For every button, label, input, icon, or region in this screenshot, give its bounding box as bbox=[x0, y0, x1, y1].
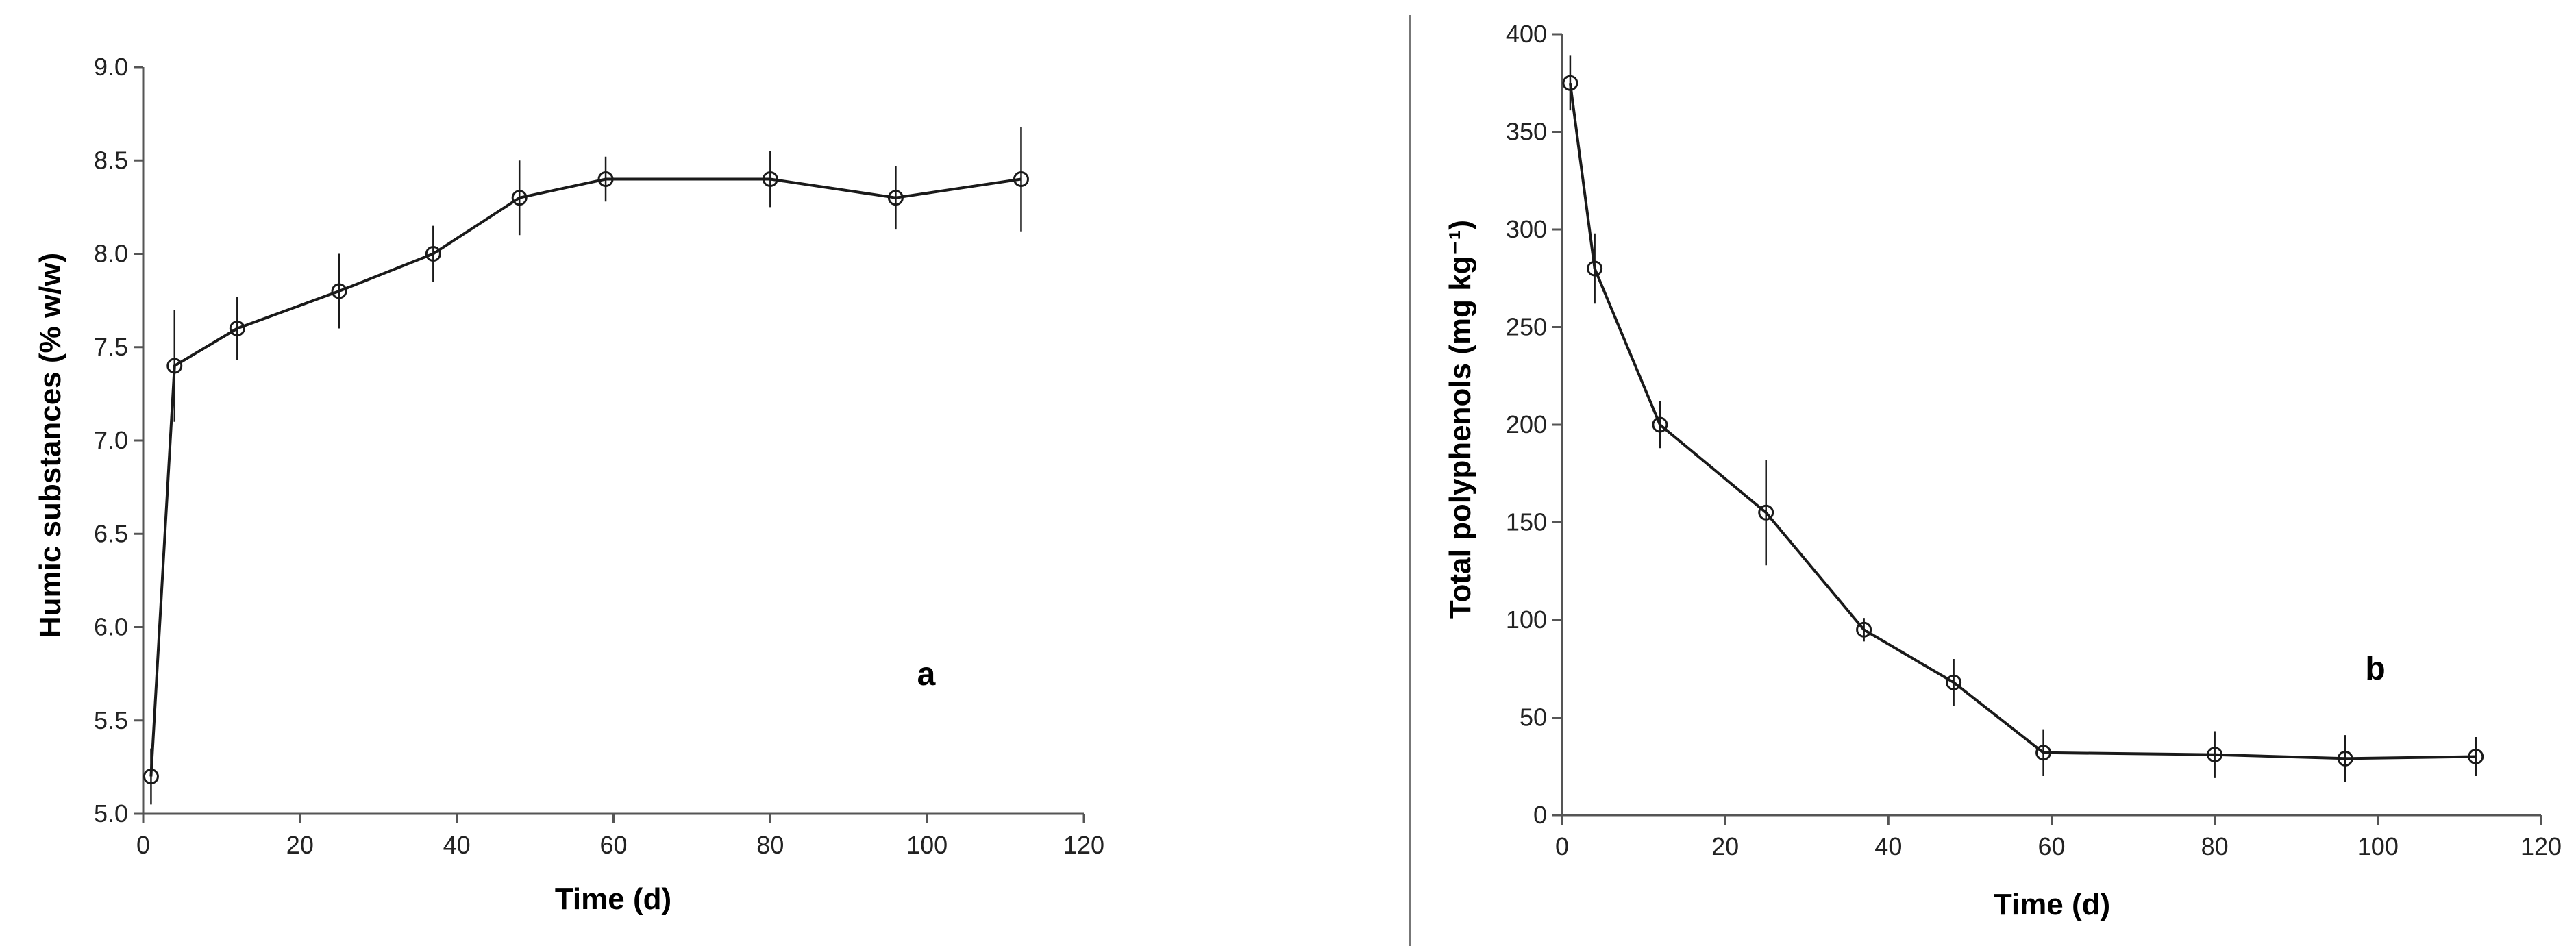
chart-b-x-tick-label: 100 bbox=[2357, 832, 2399, 860]
chart-a-y-tick-label: 8.0 bbox=[94, 240, 128, 268]
chart-a-series-line bbox=[149, 177, 1021, 777]
chart-a-data-point bbox=[1013, 171, 1029, 187]
chart-b-y-tick-label: 50 bbox=[1520, 704, 1547, 732]
chart-b-y-tick-label: 0 bbox=[1533, 801, 1547, 829]
chart-a-y-tick-label: 7.0 bbox=[94, 426, 128, 454]
chart-b-y-tick-label: 300 bbox=[1506, 215, 1547, 243]
chart-b-y-tick-label: 250 bbox=[1506, 313, 1547, 341]
chart-a-x-tick-label: 20 bbox=[286, 831, 314, 859]
chart-a-x-tick-label: 40 bbox=[443, 831, 471, 859]
chart-b-x-tick-label: 80 bbox=[2201, 832, 2229, 860]
chart-b-x-ticks: 0 20 40 60 80 100 120 bbox=[1555, 815, 2562, 860]
chart-b-data-point bbox=[1856, 621, 1872, 638]
chart-b-y-tick-label: 200 bbox=[1506, 410, 1547, 438]
chart-a-data-points bbox=[143, 171, 1029, 784]
chart-b-data-point bbox=[1758, 504, 1774, 521]
chart-a-y-axis-title: Humic substances (% w/w) bbox=[34, 253, 67, 638]
chart-a-data-point bbox=[887, 190, 904, 206]
chart-a-y-tick-label: 7.5 bbox=[94, 333, 128, 361]
chart-a-x-tick-label: 60 bbox=[599, 831, 627, 859]
chart-panel-a: 5.0 5.5 6.0 6.5 7.0 7.5 8.0 8.5 9.0 0 20 40 60 80 100… bbox=[34, 53, 1104, 916]
chart-b-x-tick-label: 60 bbox=[2038, 832, 2065, 860]
chart-b-y-tick-label: 350 bbox=[1506, 118, 1547, 146]
chart-a-x-ticks: 0 20 40 60 80 100 120 bbox=[136, 814, 1104, 859]
chart-a-data-point bbox=[511, 190, 528, 206]
chart-b-data-point bbox=[2337, 750, 2353, 767]
chart-b-x-axis-title: Time (d) bbox=[1994, 888, 2110, 921]
chart-b-data-point bbox=[1587, 260, 1603, 277]
chart-a-data-point bbox=[229, 321, 245, 336]
chart-b-y-tick-label: 150 bbox=[1506, 508, 1547, 536]
chart-a-x-axis-title: Time (d) bbox=[555, 882, 671, 916]
chart-a-y-tick-label: 5.0 bbox=[94, 799, 128, 827]
chart-b-data-point bbox=[1946, 674, 1962, 690]
chart-b-data-points bbox=[1562, 75, 2484, 767]
chart-b-y-tick-label: 400 bbox=[1506, 20, 1547, 48]
chart-b-panel-letter: b bbox=[2365, 651, 2385, 687]
chart-a-x-tick-label: 80 bbox=[756, 831, 784, 859]
chart-a-y-tick-label: 5.5 bbox=[94, 706, 128, 734]
chart-a-y-tick-label: 6.5 bbox=[94, 519, 128, 547]
chart-panel-b: 0 50 100 150 200 250 300 350 400 0 20 40 60 80 100 120… bbox=[1444, 20, 2562, 921]
chart-b-y-tick-label: 100 bbox=[1506, 606, 1547, 634]
chart-a-data-point bbox=[597, 171, 614, 187]
chart-a-data-point bbox=[331, 283, 347, 299]
chart-b-x-tick-label: 0 bbox=[1555, 832, 1569, 860]
chart-b-data-point bbox=[2207, 747, 2223, 763]
chart-b-data-point bbox=[2468, 749, 2484, 764]
chart-b-data-point bbox=[1562, 75, 1578, 91]
chart-a-panel-letter: a bbox=[917, 656, 936, 693]
chart-a-y-tick-label: 8.5 bbox=[94, 146, 128, 174]
chart-b-series-line bbox=[1568, 83, 2476, 760]
chart-b-x-tick-label: 20 bbox=[1711, 832, 1739, 860]
chart-a-y-tick-label: 6.0 bbox=[94, 613, 128, 641]
chart-a-data-point bbox=[762, 171, 778, 187]
chart-a-data-point bbox=[166, 358, 183, 374]
chart-a-data-point bbox=[143, 769, 159, 784]
chart-a-data-point bbox=[425, 246, 441, 262]
chart-a-y-ticks: 5.0 5.5 6.0 6.5 7.0 7.5 8.0 8.5 9.0 bbox=[94, 53, 143, 827]
chart-b-data-point bbox=[1652, 416, 1668, 433]
chart-a-x-tick-label: 120 bbox=[1063, 831, 1104, 859]
chart-b-y-ticks: 0 50 100 150 200 250 300 350 400 bbox=[1506, 20, 1562, 829]
chart-b-y-axis-title: Total polyphenols (mg kg⁻¹) bbox=[1444, 220, 1477, 619]
chart-b-x-tick-label: 40 bbox=[1874, 832, 1902, 860]
chart-b-data-point bbox=[2035, 745, 2052, 761]
chart-a-x-tick-label: 100 bbox=[906, 831, 948, 859]
chart-b-x-tick-label: 120 bbox=[2521, 832, 2562, 860]
chart-a-x-tick-label: 0 bbox=[136, 831, 150, 859]
chart-a-y-tick-label: 9.0 bbox=[94, 53, 128, 81]
